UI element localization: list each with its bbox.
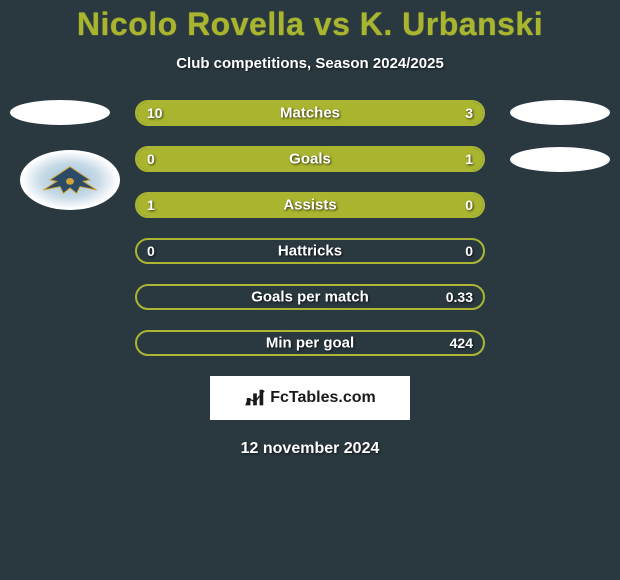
stat-value-right: 424 — [450, 335, 473, 351]
stat-row: 0 Hattricks 0 — [135, 238, 485, 264]
brand-text: FcTables.com — [270, 389, 376, 407]
stat-row: 10 Matches 3 — [135, 100, 485, 126]
stat-value-right: 0.33 — [446, 289, 473, 305]
player-left-crest — [20, 150, 120, 210]
stat-label: Goals per match — [251, 289, 369, 306]
stat-label: Assists — [283, 197, 336, 214]
stat-rows: 10 Matches 3 0 Goals 1 1 Assists 0 0 Hattricks 0 Goa… — [135, 100, 485, 356]
stat-fill-right — [199, 148, 483, 170]
subtitle: Club competitions, Season 2024/2025 — [0, 55, 620, 72]
stat-value-right: 0 — [465, 197, 473, 213]
stat-fill-right — [421, 194, 483, 216]
stat-value-left: 0 — [147, 243, 155, 259]
page-title: Nicolo Rovella vs K. Urbanski — [0, 6, 620, 43]
stat-label: Goals — [289, 151, 331, 168]
stat-row: 1 Assists 0 — [135, 192, 485, 218]
comparison-card: Nicolo Rovella vs K. Urbanski Club compe… — [0, 0, 620, 458]
player-right-badge-1 — [510, 100, 610, 125]
player-right-badge-2 — [510, 147, 610, 172]
stat-value-right: 0 — [465, 243, 473, 259]
stat-label: Hattricks — [278, 243, 342, 260]
stat-value-right: 1 — [465, 151, 473, 167]
stat-label: Min per goal — [266, 335, 354, 352]
stat-row: Min per goal 424 — [135, 330, 485, 356]
brand-chart-icon — [244, 387, 266, 409]
date-label: 12 november 2024 — [0, 440, 620, 458]
brand-box[interactable]: FcTables.com — [210, 376, 410, 420]
stats-area: 10 Matches 3 0 Goals 1 1 Assists 0 0 Hattricks 0 Goa… — [0, 100, 620, 458]
stat-value-right: 3 — [465, 105, 473, 121]
stat-row: 0 Goals 1 — [135, 146, 485, 172]
stat-row: Goals per match 0.33 — [135, 284, 485, 310]
eagle-icon — [35, 160, 105, 200]
stat-value-left: 1 — [147, 197, 155, 213]
stat-label: Matches — [280, 105, 340, 122]
stat-value-left: 0 — [147, 151, 155, 167]
stat-value-left: 10 — [147, 105, 163, 121]
stat-fill-left — [137, 194, 421, 216]
stat-fill-left — [137, 102, 386, 124]
player-left-badge-1 — [10, 100, 110, 125]
